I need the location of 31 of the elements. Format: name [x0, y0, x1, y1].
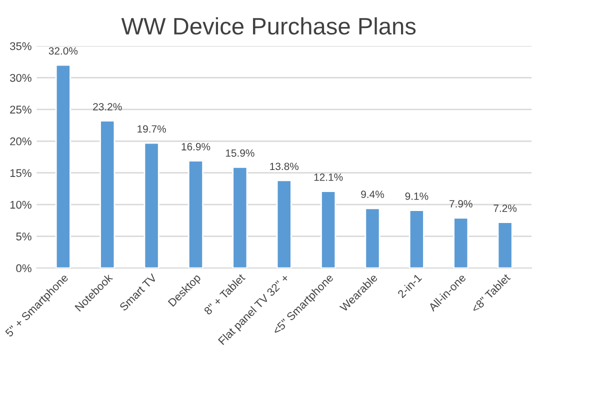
y-tick-label: 5% — [16, 232, 32, 240]
data-label: 23.2% — [93, 103, 122, 110]
data-label: 16.9% — [182, 143, 210, 150]
bar — [497, 222, 513, 268]
y-tick-label: 0% — [16, 264, 32, 272]
bar — [276, 180, 292, 268]
chart-title: WW Device Purchase Plans — [121, 17, 416, 35]
data-label: 7.2% — [494, 204, 517, 212]
data-label: 19.7% — [138, 125, 166, 133]
data-label: 12.1% — [314, 173, 343, 181]
bar — [408, 210, 424, 268]
bar — [188, 160, 204, 268]
data-label: 15.9% — [226, 149, 254, 157]
y-tick-label: 35% — [10, 42, 32, 50]
data-label: 9.4% — [361, 190, 384, 198]
y-tick-label: 15% — [10, 169, 32, 177]
y-tick-label: 25% — [10, 106, 32, 114]
bar — [364, 208, 380, 268]
y-tick-label: 30% — [10, 74, 32, 82]
bar — [453, 217, 469, 268]
bar — [232, 166, 248, 268]
y-tick-label: 10% — [10, 200, 32, 209]
data-label: 32.0% — [48, 47, 78, 55]
data-label: 7.9% — [450, 200, 472, 208]
bar — [320, 190, 336, 268]
data-label: 13.8% — [270, 162, 299, 170]
bar — [100, 120, 116, 268]
bar — [55, 64, 71, 268]
y-tick-label: 20% — [10, 137, 32, 146]
bar — [144, 142, 160, 268]
data-label: 9.1% — [405, 192, 428, 200]
